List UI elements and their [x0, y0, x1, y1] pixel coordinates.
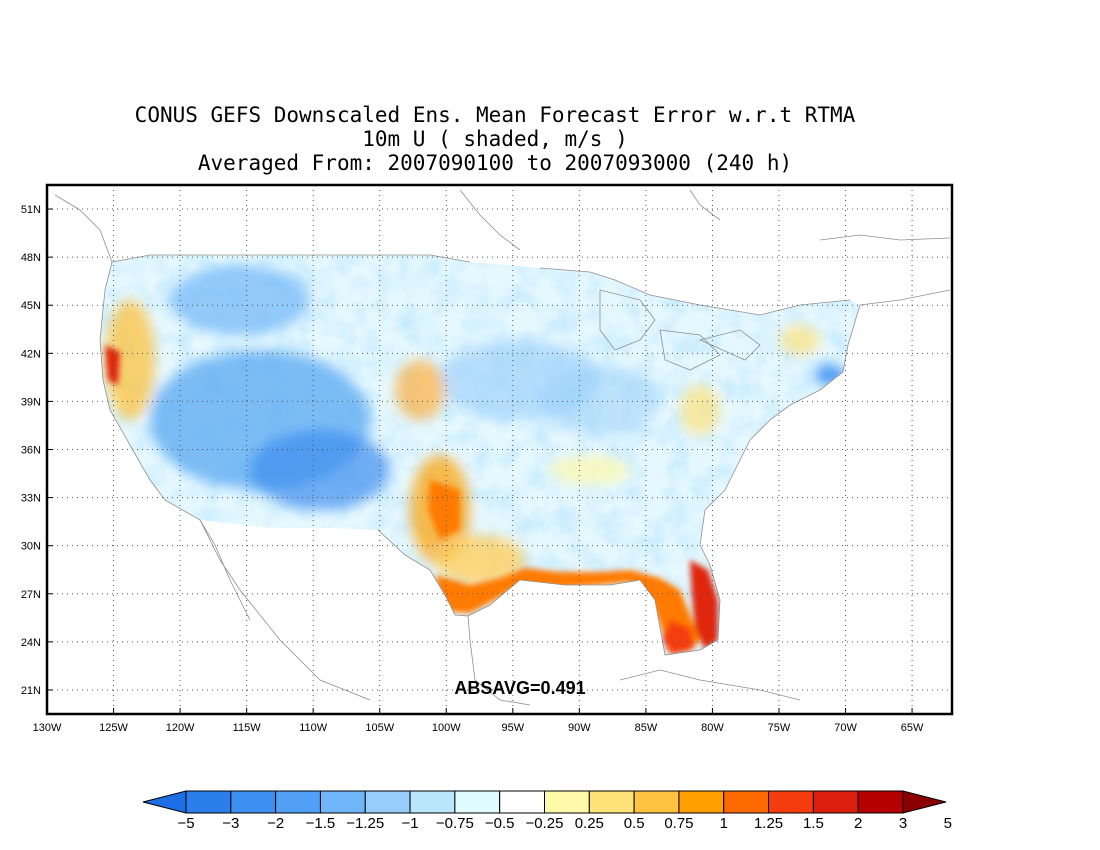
colorbar-box: [409, 790, 456, 814]
longitude-ticks: 130W 125W 120W 115W 110W 105W 100W 95W 90W 85W 80W…: [33, 708, 924, 734]
title-line-1: CONUS GEFS Downscaled Ens. Mean Forecast…: [134, 103, 856, 127]
lat-tick-label: 45N: [21, 300, 41, 312]
colorbar-label: −0.5: [485, 815, 515, 832]
title-line-2: 10m U ( shaded, m/s ): [362, 127, 628, 151]
colorbar-min-arrow: [142, 790, 187, 814]
colorbar: −5 −3 −2 −1.5 −1.25 −1 −0.75 −0.5 −0.25 0.25 0.5 0.…: [142, 790, 952, 832]
lat-tick-label: 30N: [21, 541, 41, 553]
colorbar-label: −0.75: [436, 815, 474, 832]
colorbar-box: [768, 790, 814, 814]
colorbar-label: 2: [854, 815, 862, 832]
lat-tick-label: 42N: [21, 348, 41, 360]
colorbar-label: −1: [402, 815, 419, 832]
colorbar-box: [230, 790, 277, 814]
colorbar-box: [812, 790, 859, 814]
colorbar-label: −0.25: [526, 815, 564, 832]
colorbar-max-arrow: [902, 790, 947, 814]
lon-tick-label: 65W: [901, 722, 924, 734]
latitude-ticks: 51N 48N 45N 42N 39N 36N 33N 30N 27N 24N 21N: [21, 204, 53, 697]
colorbar-label: −3: [222, 815, 239, 832]
colorbar-label: −5: [177, 815, 194, 832]
colorbar-box: [678, 790, 725, 814]
lon-tick-label: 105W: [365, 722, 394, 734]
lon-tick-label: 85W: [635, 722, 658, 734]
colorbar-box: [499, 790, 545, 814]
colorbar-label: 0.75: [664, 815, 693, 832]
title-line-3: Averaged From: 2007090100 to 2007093000 …: [197, 151, 793, 175]
colorbar-box: [454, 790, 501, 814]
colorbar-label: −2: [267, 815, 284, 832]
lon-tick-label: 120W: [166, 722, 195, 734]
lat-tick-label: 21N: [21, 685, 41, 697]
lon-tick-label: 115W: [233, 722, 262, 734]
lat-tick-label: 48N: [21, 252, 41, 264]
lat-tick-label: 36N: [21, 445, 41, 457]
lat-tick-label: 27N: [21, 589, 41, 601]
lon-tick-label: 70W: [834, 722, 857, 734]
colorbar-label: 3: [899, 815, 907, 832]
colorbar-label: −1.5: [306, 815, 336, 832]
lat-tick-label: 24N: [21, 637, 41, 649]
colorbar-label: 5: [944, 815, 952, 832]
lon-tick-label: 80W: [701, 722, 724, 734]
colorbar-box: [857, 790, 904, 814]
lon-tick-label: 100W: [432, 722, 461, 734]
colorbar-box: [544, 790, 590, 814]
colorbar-box: [633, 790, 680, 814]
lat-tick-label: 39N: [21, 396, 41, 408]
colorbar-box: [185, 790, 232, 814]
colorbar-box: [275, 790, 321, 814]
absavg-label: ABSAVG=0.491: [454, 678, 585, 698]
lon-tick-label: 110W: [299, 722, 328, 734]
plot-frame: [45, 183, 954, 716]
lon-tick-label: 130W: [33, 722, 62, 734]
lon-tick-label: 95W: [501, 722, 524, 734]
lon-tick-label: 75W: [768, 722, 791, 734]
lat-tick-label: 51N: [21, 204, 41, 216]
lon-tick-label: 90W: [568, 722, 591, 734]
graticule: [47, 185, 952, 714]
lon-tick-label: 125W: [99, 722, 128, 734]
colorbar-box: [723, 790, 770, 814]
colorbar-label: 1.5: [803, 815, 824, 832]
colorbar-box: [588, 790, 635, 814]
colorbar-label: −1.25: [346, 815, 384, 832]
colorbar-box: [319, 790, 366, 814]
lat-tick-label: 33N: [21, 493, 41, 505]
colorbar-label: 0.25: [575, 815, 604, 832]
colorbar-box: [364, 790, 411, 814]
colorbar-label: 1.25: [754, 815, 783, 832]
colorbar-label: 0.5: [624, 815, 645, 832]
colorbar-label: 1: [720, 815, 728, 832]
